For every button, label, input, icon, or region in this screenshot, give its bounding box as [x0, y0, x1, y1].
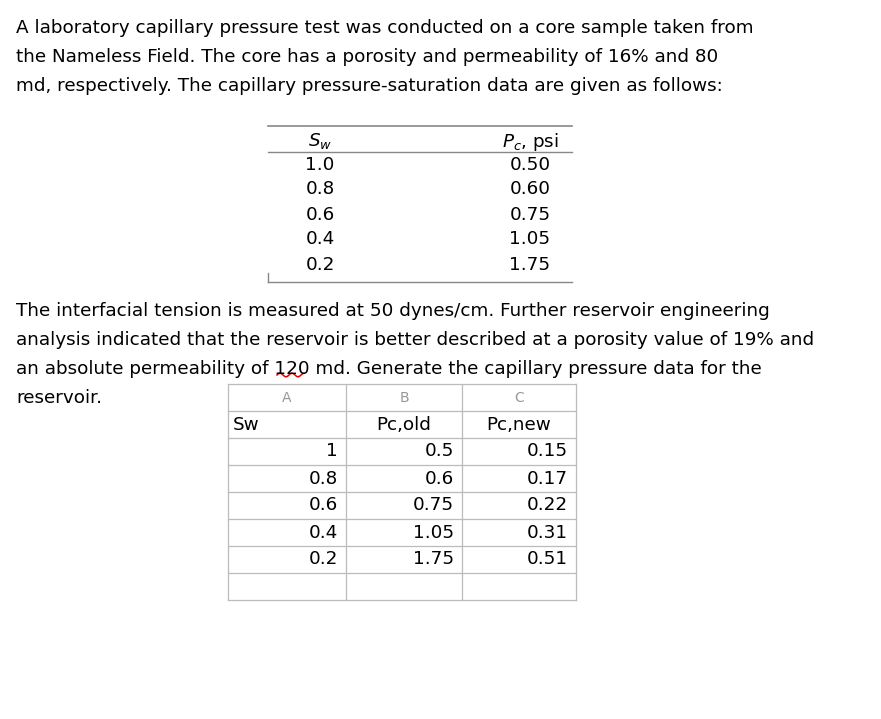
Text: $S_w$: $S_w$	[307, 131, 332, 151]
Text: B: B	[399, 390, 409, 405]
Text: 0.6: 0.6	[306, 206, 335, 224]
Text: 0.2: 0.2	[306, 255, 335, 273]
Text: The interfacial tension is measured at 50 dynes/cm. Further reservoir engineerin: The interfacial tension is measured at 5…	[16, 302, 770, 320]
Text: 0.60: 0.60	[509, 180, 551, 198]
Text: an absolute permeability of 120 md. Generate the capillary pressure data for the: an absolute permeability of 120 md. Gene…	[16, 360, 762, 378]
Text: $P_c$, psi: $P_c$, psi	[501, 131, 559, 153]
Text: md, respectively. The capillary pressure-saturation data are given as follows:: md, respectively. The capillary pressure…	[16, 77, 722, 95]
Text: Sw: Sw	[233, 416, 260, 434]
Text: 1.75: 1.75	[509, 255, 551, 273]
Text: 0.51: 0.51	[527, 551, 568, 569]
Text: analysis indicated that the reservoir is better described at a porosity value of: analysis indicated that the reservoir is…	[16, 331, 814, 349]
Text: 0.4: 0.4	[306, 231, 335, 249]
Text: 0.8: 0.8	[306, 180, 335, 198]
Text: Pc,new: Pc,new	[486, 416, 552, 434]
Text: 0.6: 0.6	[308, 497, 338, 515]
Text: 0.50: 0.50	[509, 155, 551, 173]
Text: 0.15: 0.15	[527, 442, 568, 460]
Text: 0.75: 0.75	[509, 206, 551, 224]
Text: C: C	[515, 390, 524, 405]
Text: 0.31: 0.31	[527, 523, 568, 541]
Text: reservoir.: reservoir.	[16, 389, 102, 407]
Text: A laboratory capillary pressure test was conducted on a core sample taken from: A laboratory capillary pressure test was…	[16, 19, 753, 37]
Text: 1.0: 1.0	[306, 155, 335, 173]
Text: 1: 1	[326, 442, 338, 460]
Text: the Nameless Field. The core has a porosity and permeability of 16% and 80: the Nameless Field. The core has a poros…	[16, 48, 718, 66]
Text: A: A	[282, 390, 292, 405]
Text: 0.5: 0.5	[425, 442, 454, 460]
Text: 0.6: 0.6	[425, 470, 454, 487]
Text: 0.8: 0.8	[308, 470, 338, 487]
Text: 0.75: 0.75	[413, 497, 454, 515]
Text: 0.22: 0.22	[527, 497, 568, 515]
Text: 0.2: 0.2	[308, 551, 338, 569]
Text: 1.05: 1.05	[413, 523, 454, 541]
Text: 1.75: 1.75	[413, 551, 454, 569]
Text: 0.4: 0.4	[308, 523, 338, 541]
Text: 1.05: 1.05	[509, 231, 551, 249]
Text: 0.17: 0.17	[527, 470, 568, 487]
Text: Pc,old: Pc,old	[376, 416, 432, 434]
